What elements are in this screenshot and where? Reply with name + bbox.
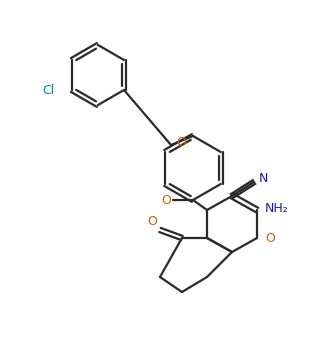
Text: O: O [265, 232, 275, 245]
Text: O: O [161, 194, 171, 207]
Text: O: O [147, 215, 157, 228]
Text: N: N [259, 172, 269, 186]
Text: O: O [176, 137, 186, 150]
Text: Cl: Cl [42, 83, 54, 96]
Text: NH₂: NH₂ [265, 201, 289, 214]
